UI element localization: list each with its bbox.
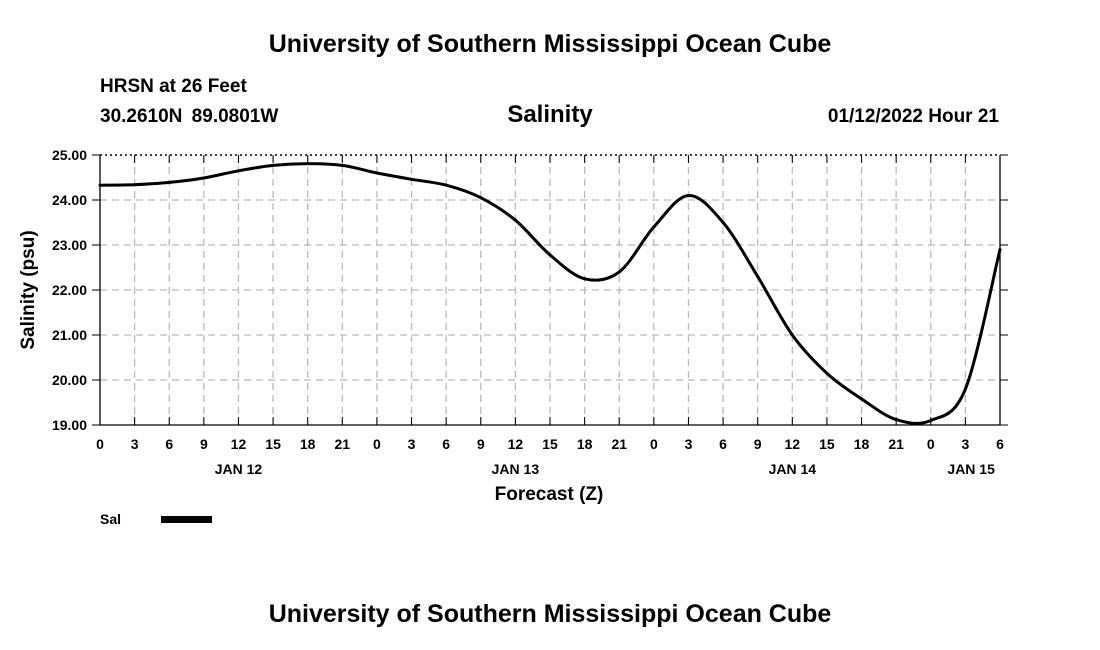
- x-tick-label: 9: [477, 436, 485, 452]
- y-tick-label: 20.00: [52, 372, 87, 388]
- x-tick-label: 0: [96, 436, 104, 452]
- x-tick-label: 18: [854, 436, 870, 452]
- data-point-sal: [236, 169, 240, 173]
- y-tick-label: 23.00: [52, 237, 87, 253]
- x-tick-label: 0: [927, 436, 935, 452]
- page-title: University of Southern Mississippi Ocean…: [268, 30, 832, 58]
- axes: [92, 154, 1008, 426]
- data-point-sal: [479, 196, 483, 200]
- x-tick-label: 12: [231, 436, 247, 452]
- data-point-sal: [306, 162, 310, 166]
- y-tick-label: 24.00: [52, 192, 87, 208]
- data-point-sal: [583, 277, 587, 281]
- data-point-sal: [167, 180, 171, 184]
- x-tick-label: 3: [685, 436, 693, 452]
- data-point-sal: [617, 270, 621, 274]
- x-tick-label: 6: [719, 436, 727, 452]
- x-tick-label: 3: [131, 436, 139, 452]
- data-point-sal: [340, 163, 344, 167]
- date-label: JAN 15: [947, 461, 995, 477]
- data-point-sal: [410, 177, 414, 181]
- tick-labels: 0 3 6 9 12 15 18 21 0 3 6 9 12 15 18 21 0 3 6 9 12 15 18 21 0 3 6 1…: [52, 147, 1004, 477]
- coordinates-label: 30.2610N 89.0801W: [100, 106, 279, 127]
- data-point-sal: [756, 275, 760, 278]
- data-point-sal: [133, 183, 137, 187]
- x-tick-label: 18: [577, 436, 593, 452]
- x-tick-label: 0: [373, 436, 381, 452]
- legend: Sal: [100, 511, 212, 527]
- data-point-sal: [790, 333, 794, 337]
- y-tick-label: 21.00: [52, 327, 87, 343]
- x-tick-label: 21: [888, 436, 904, 452]
- x-tick-label: 12: [508, 436, 524, 452]
- x-tick-label: 3: [961, 436, 969, 452]
- data-point-sal: [652, 225, 656, 229]
- x-tick-label: 21: [611, 436, 627, 452]
- date-label: JAN 13: [492, 461, 540, 477]
- y-tick-label: 22.00: [52, 282, 87, 298]
- data-point-sal: [963, 387, 967, 391]
- x-tick-label: 9: [200, 436, 208, 452]
- date-label: JAN 14: [769, 461, 817, 477]
- data-point-sal: [825, 371, 829, 375]
- y-tick-label: 25.00: [52, 147, 87, 163]
- data-point-sal: [444, 183, 448, 187]
- x-tick-label: 15: [819, 436, 835, 452]
- station-label: HRSN at 26 Feet: [100, 76, 247, 97]
- data-point-sal: [375, 171, 379, 175]
- datestamp-label: 01/12/2022 Hour 21: [827, 106, 999, 127]
- footer-title: University of Southern Mississippi Ocean…: [268, 600, 832, 628]
- x-tick-label: 12: [785, 436, 801, 452]
- x-tick-label: 6: [165, 436, 173, 452]
- x-tick-label: 18: [300, 436, 316, 452]
- grid: [100, 155, 1000, 425]
- y-axis-label: Salinity (psu): [18, 230, 39, 349]
- date-label: JAN 12: [215, 461, 263, 477]
- data-point-sal: [271, 163, 275, 167]
- x-tick-label: 6: [442, 436, 450, 452]
- data-point-sal: [202, 176, 206, 180]
- x-tick-label: 21: [335, 436, 351, 452]
- x-tick-label: 0: [650, 436, 658, 452]
- chart-title: Salinity: [507, 101, 593, 128]
- y-tick-label: 19.00: [52, 417, 87, 433]
- data-point-sal: [686, 194, 690, 197]
- data-point-sal: [548, 253, 552, 257]
- x-axis-label: Forecast (Z): [495, 484, 604, 505]
- x-tick-label: 6: [996, 436, 1004, 452]
- x-tick-label: 15: [265, 436, 281, 452]
- x-tick-label: 9: [754, 436, 762, 452]
- legend-label: Sal: [100, 511, 121, 527]
- data-point-sal: [513, 218, 517, 222]
- x-tick-label: 15: [542, 436, 558, 452]
- legend-swatch: [161, 516, 212, 523]
- x-tick-label: 3: [408, 436, 416, 452]
- data-point-sal: [860, 397, 864, 401]
- data-point-sal: [721, 221, 725, 224]
- series-layer: [98, 162, 1002, 425]
